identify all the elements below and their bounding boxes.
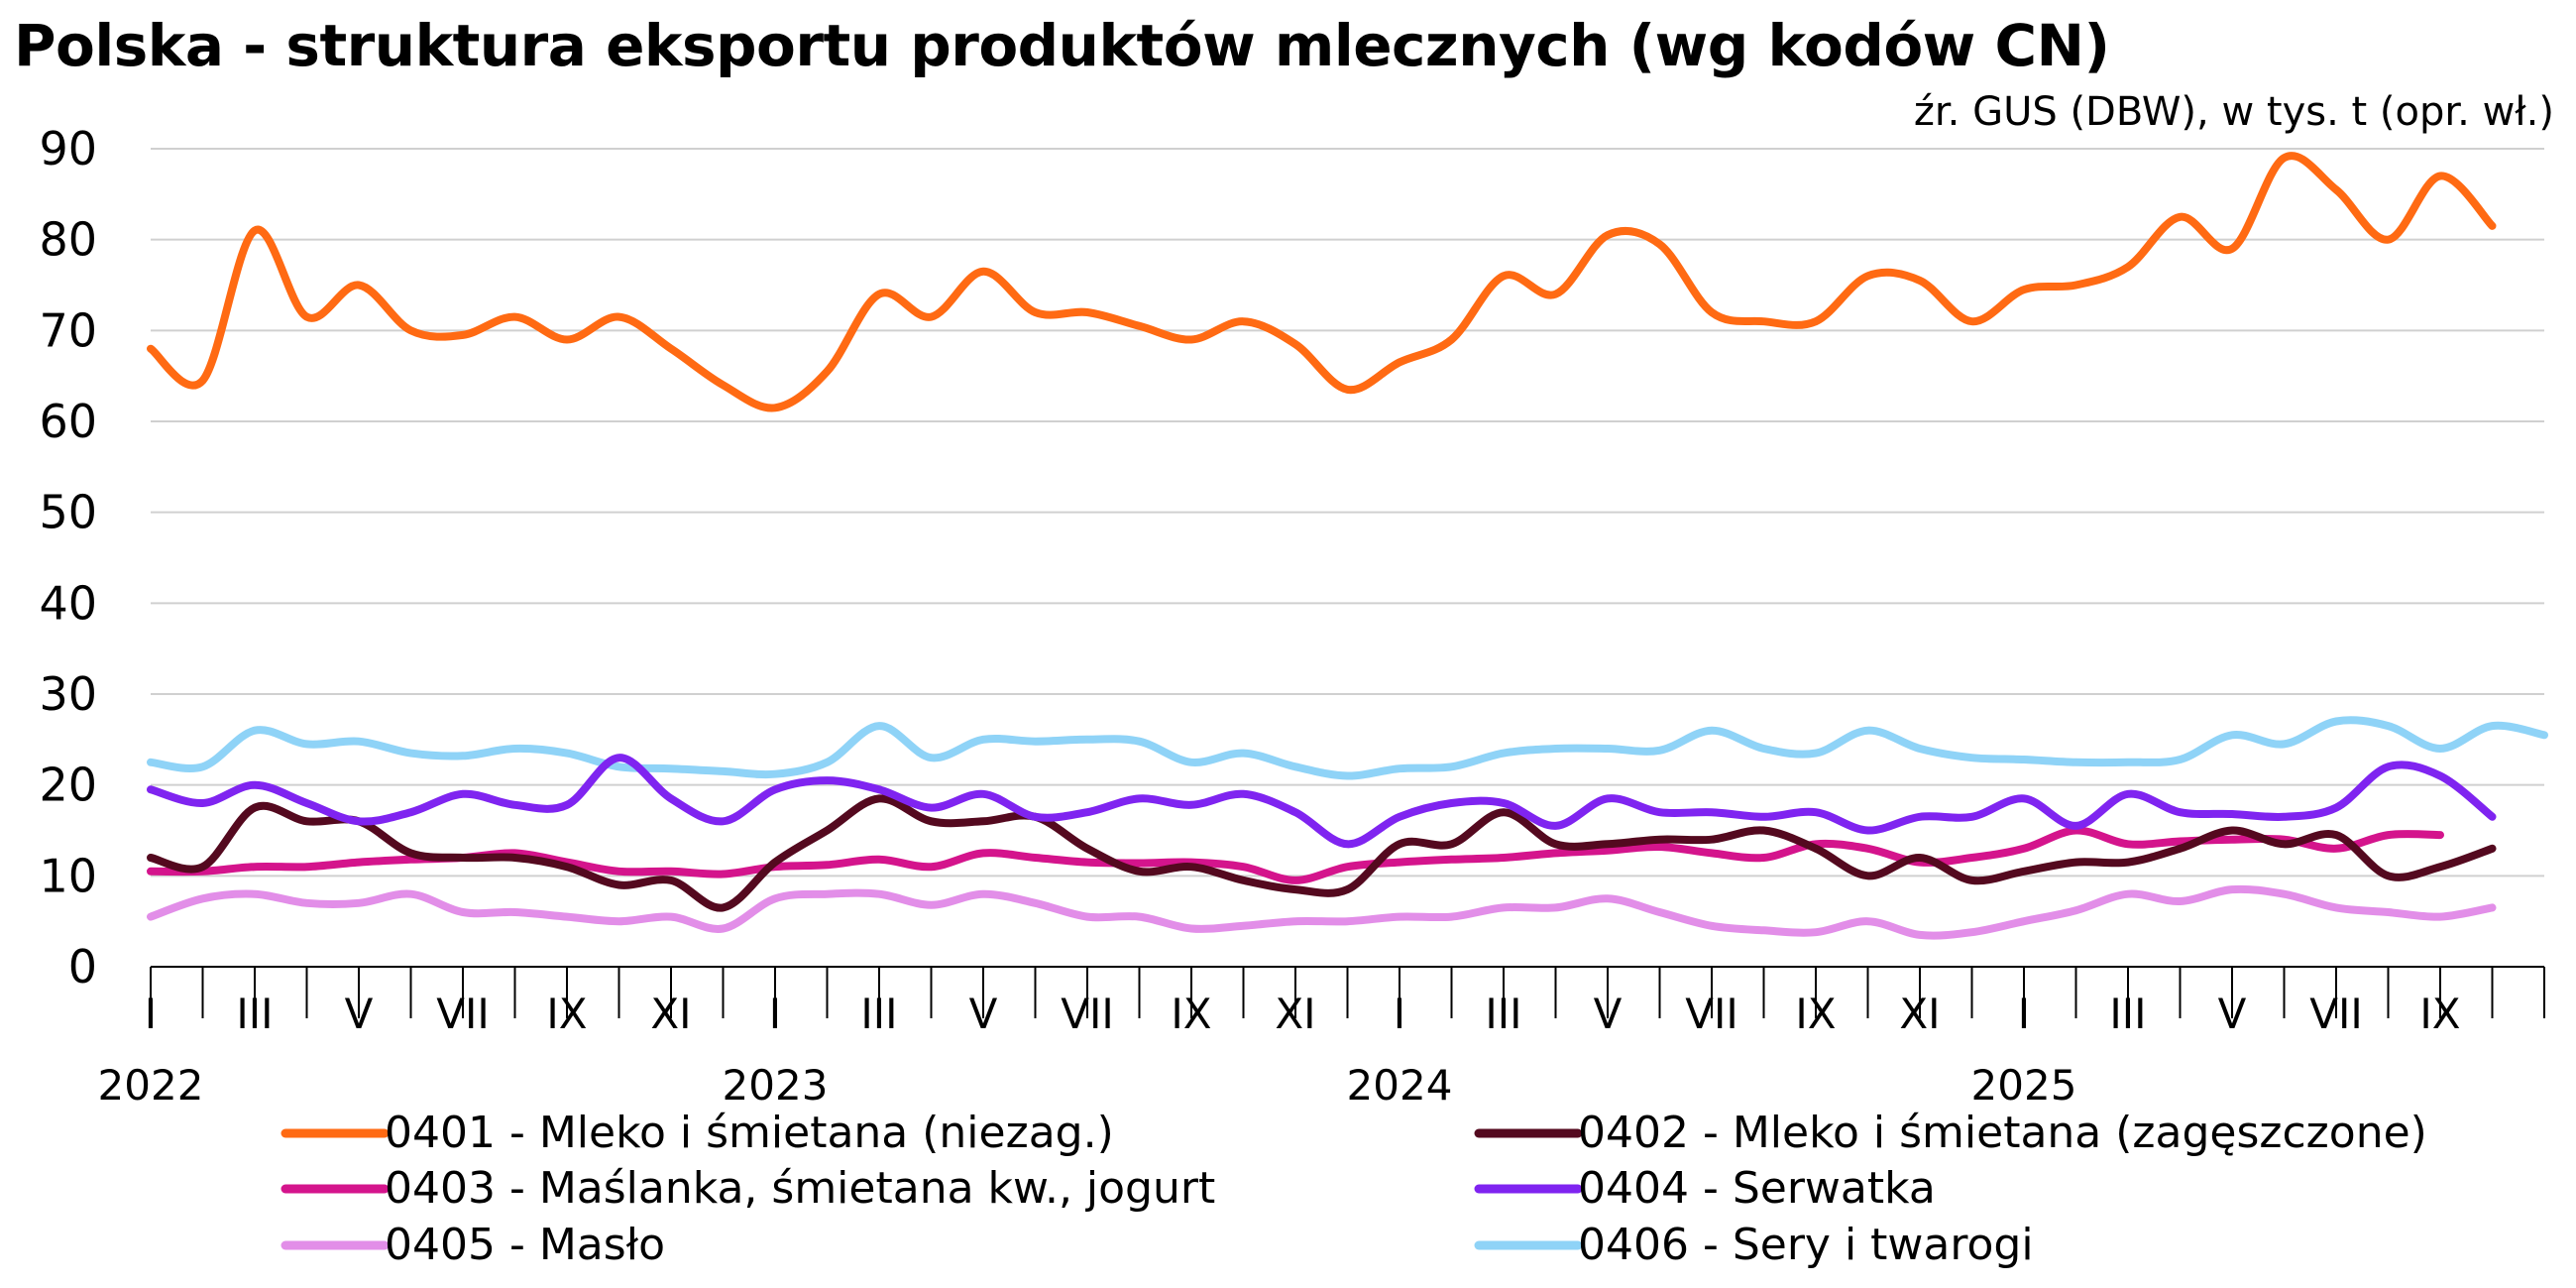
y-tick-label: 70 [39, 303, 97, 357]
x-tick-label: XI [650, 990, 691, 1038]
y-tick-label: 20 [39, 759, 97, 812]
x-tick-label: III [236, 990, 273, 1038]
series-line-4 [147, 754, 2497, 849]
legend-label-1: 0401 - Mleko i śmietana (niezag.) [385, 1108, 1114, 1158]
x-tick-label: VII [436, 990, 490, 1038]
x-tick-label: V [345, 990, 374, 1038]
gridlines [151, 148, 2544, 878]
series-line-2 [147, 794, 2497, 912]
x-tick-label: III [1485, 990, 1521, 1038]
x-tick-label: III [2109, 990, 2146, 1038]
legend-label-6: 0406 - Sery i twarogi [1578, 1220, 2034, 1270]
x-year-label: 2022 [98, 1061, 204, 1110]
chart-source: źr. GUS (DBW), w tys. t (opr. wł.) [1913, 89, 2554, 135]
series-line-3 [147, 826, 2444, 884]
series-line-6 [147, 716, 2548, 780]
x-year-label: 2025 [1971, 1061, 2077, 1110]
series-line-1 [147, 152, 2497, 412]
y-tick-label: 10 [39, 849, 97, 902]
y-tick-label: 90 [39, 122, 97, 176]
x-tick-label: VII [1685, 990, 1738, 1038]
y-tick-label: 60 [39, 395, 97, 448]
y-tick-label: 40 [39, 576, 97, 630]
x-year-label: 2024 [1347, 1061, 1453, 1110]
x-tick-label: I [2018, 990, 2030, 1038]
legend-label-5: 0405 - Masło [385, 1220, 665, 1270]
legend-label-4: 0404 - Serwatka [1578, 1163, 1936, 1214]
x-year-label: 2023 [723, 1061, 829, 1110]
y-tick-label: 0 [68, 940, 97, 994]
y-tick-label: 30 [39, 667, 97, 721]
series-line-5 [147, 884, 2497, 940]
x-tick-label: XI [1899, 990, 1940, 1038]
x-tick-label: V [1594, 990, 1623, 1038]
y-tick-label: 80 [39, 213, 97, 267]
x-tick-label: IX [546, 990, 587, 1038]
legend-label-2: 0402 - Mleko i śmietana (zagęszczone) [1578, 1108, 2427, 1158]
y-tick-label: 50 [39, 486, 97, 539]
x-tick-label: IX [1171, 990, 1211, 1038]
x-tick-label: I [1394, 990, 1405, 1038]
legend-label-3: 0403 - Maślanka, śmietana kw., jogurt [385, 1163, 1215, 1214]
x-tick-label: IX [2419, 990, 2460, 1038]
x-tick-label: V [2218, 990, 2247, 1038]
x-tick-label: I [145, 990, 157, 1038]
x-tick-label: VII [2309, 990, 2363, 1038]
legend: 0401 - Mleko i śmietana (niezag.) 0402 - … [280, 1108, 2427, 1270]
x-tick-label: I [769, 990, 781, 1038]
series-lines [147, 152, 2548, 940]
x-tick-label: V [969, 990, 998, 1038]
x-tick-label: XI [1275, 990, 1315, 1038]
chart-title: Polska - struktura eksportu produktów ml… [14, 12, 2110, 79]
x-tick-label: III [860, 990, 897, 1038]
x-tick-label: IX [1795, 990, 1836, 1038]
x-tick-label: VII [1061, 990, 1114, 1038]
